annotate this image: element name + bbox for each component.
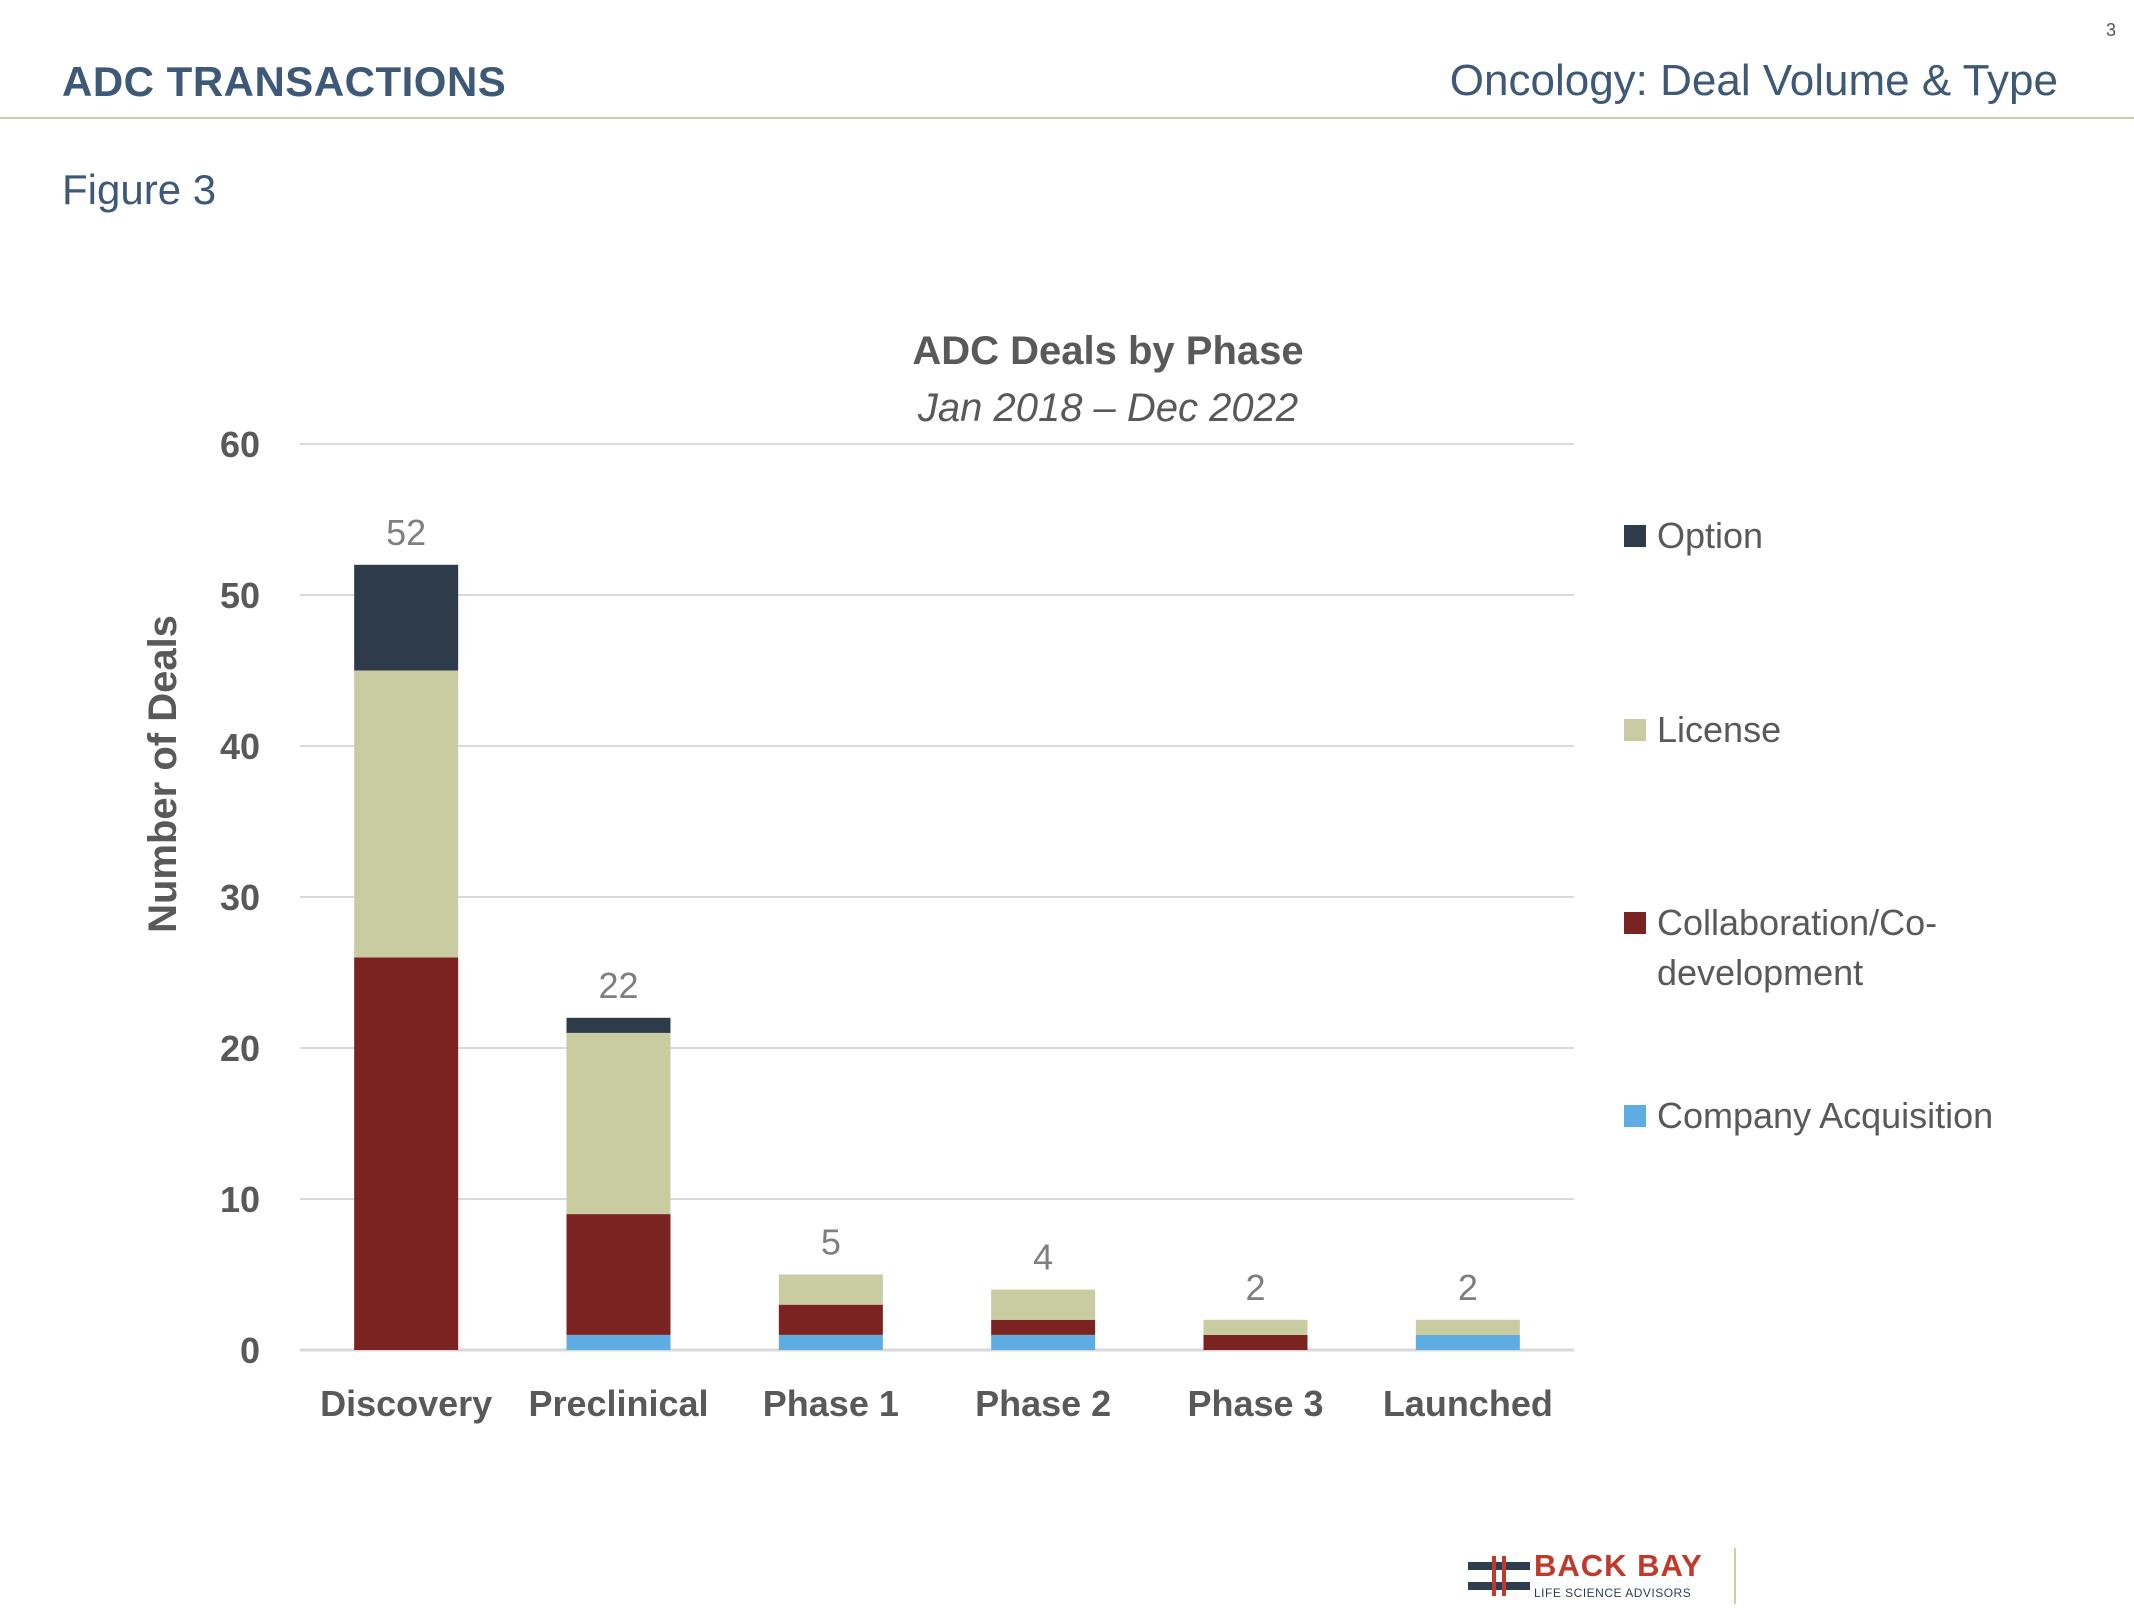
bar-segment bbox=[566, 1017, 671, 1033]
y-tick-label: 30 bbox=[220, 877, 260, 918]
chart-title: ADC Deals by Phase bbox=[912, 329, 1303, 373]
bar-segment bbox=[991, 1319, 1096, 1335]
y-tick-label: 40 bbox=[220, 726, 260, 767]
page-title: Oncology: Deal Volume & Type bbox=[1449, 56, 2058, 105]
legend-label: Company Acquisition bbox=[1657, 1095, 1993, 1136]
legend-swatch bbox=[1624, 525, 1646, 547]
total-label: 5 bbox=[821, 1222, 841, 1263]
bar-segment bbox=[1203, 1334, 1308, 1350]
total-label: 22 bbox=[598, 965, 638, 1006]
back-bay-logo-icon bbox=[1468, 1556, 1530, 1596]
bar-segment bbox=[566, 1214, 671, 1335]
bars bbox=[354, 564, 1520, 1350]
bar-segment bbox=[1203, 1319, 1308, 1335]
bar-segment bbox=[566, 1032, 671, 1215]
x-tick-label: Preclinical bbox=[528, 1383, 708, 1424]
bar-segment bbox=[991, 1334, 1096, 1350]
legend-item: Collaboration/Co-development bbox=[1624, 902, 1937, 993]
legend-item: License bbox=[1624, 709, 1781, 750]
bar-segment bbox=[778, 1274, 883, 1305]
legend-item: Option bbox=[1624, 515, 1763, 556]
y-tick-labels: 0 10 20 30 40 50 60 bbox=[220, 424, 260, 1371]
y-tick-label: 50 bbox=[220, 575, 260, 616]
section-title: ADC TRANSACTIONS bbox=[62, 58, 507, 105]
logo-divider bbox=[1734, 1548, 1736, 1604]
bar-segment bbox=[566, 1334, 671, 1350]
legend-label: Option bbox=[1657, 515, 1763, 556]
bar-segment bbox=[991, 1289, 1096, 1320]
x-tick-label: Phase 3 bbox=[1187, 1383, 1323, 1424]
bar-segment bbox=[354, 957, 459, 1350]
back-bay-logo: BACK BAY LIFE SCIENCE ADVISORS bbox=[1468, 1548, 1748, 1606]
legend-swatch bbox=[1624, 719, 1646, 741]
bar-segment bbox=[778, 1334, 883, 1350]
total-label: 4 bbox=[1033, 1237, 1053, 1278]
x-tick-label: Discovery bbox=[320, 1383, 492, 1424]
total-label: 2 bbox=[1458, 1267, 1478, 1308]
bar-segment bbox=[778, 1304, 883, 1335]
legend-label: Collaboration/Co-development bbox=[1657, 902, 1937, 993]
chart-subtitle: Jan 2018 – Dec 2022 bbox=[917, 386, 1298, 430]
legend: Option License Collaboration/Co-developmen… bbox=[1624, 515, 1993, 1136]
stacked-bar-chart: ADC Deals by Phase Jan 2018 – Dec 2022 N… bbox=[141, 329, 1993, 1424]
bar-segment bbox=[1415, 1334, 1520, 1350]
legend-item: Company Acquisition bbox=[1624, 1095, 1993, 1136]
x-tick-label: Launched bbox=[1383, 1383, 1553, 1424]
y-tick-label: 60 bbox=[220, 424, 260, 465]
legend-swatch bbox=[1624, 912, 1646, 934]
bar-segment bbox=[354, 670, 459, 958]
header-divider bbox=[0, 117, 2134, 119]
x-tick-label: Phase 1 bbox=[763, 1383, 899, 1424]
page-number: 3 bbox=[2105, 20, 2116, 40]
logo-text-primary: BACK BAY bbox=[1534, 1548, 1703, 1583]
figure-label: Figure 3 bbox=[62, 166, 217, 213]
gridlines bbox=[300, 443, 1574, 1352]
y-tick-label: 10 bbox=[220, 1179, 260, 1220]
y-tick-label: 20 bbox=[220, 1028, 260, 1069]
bar-segment bbox=[1415, 1319, 1520, 1335]
total-label: 52 bbox=[386, 512, 426, 553]
x-tick-labels: Discovery Preclinical Phase 1 Phase 2 Phase … bbox=[320, 1383, 1553, 1424]
bar-segment bbox=[354, 564, 459, 671]
logo-text-secondary: LIFE SCIENCE ADVISORS bbox=[1534, 1586, 1692, 1600]
y-tick-label: 0 bbox=[240, 1330, 260, 1371]
y-axis-label: Number of Deals bbox=[141, 615, 185, 933]
legend-swatch bbox=[1624, 1105, 1646, 1127]
x-tick-label: Phase 2 bbox=[975, 1383, 1111, 1424]
legend-label: License bbox=[1657, 709, 1781, 750]
total-label: 2 bbox=[1245, 1267, 1265, 1308]
